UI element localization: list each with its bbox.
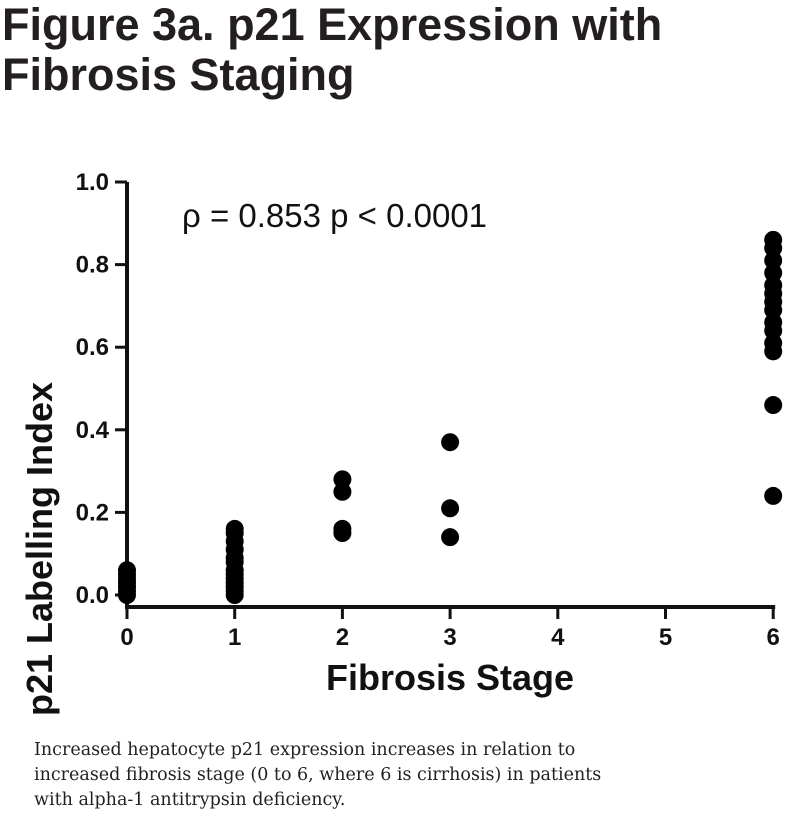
x-tick-label: 0 <box>120 624 133 651</box>
y-tick-label: 0.2 <box>76 499 109 526</box>
data-point <box>333 524 352 543</box>
x-tick-label: 1 <box>228 624 241 651</box>
data-point <box>333 470 352 489</box>
data-point <box>764 396 783 415</box>
data-point <box>764 301 783 320</box>
figure-caption: Increased hepatocyte p21 expression incr… <box>34 738 794 813</box>
figure-title-line1: Figure 3a. p21 Expression with <box>2 0 663 50</box>
data-point <box>225 586 244 604</box>
x-axis-ticks: 0 1 2 3 4 5 6 <box>120 607 780 651</box>
scatter-chart: 0 1 2 3 4 5 6 0.0 0.2 0.4 0.6 0.8 1.0 ρ = 0.853 p <… <box>19 169 783 716</box>
data-point <box>118 586 136 604</box>
figure-title-line2: Fibrosis Staging <box>2 49 355 100</box>
x-tick-label: 3 <box>443 624 456 651</box>
data-point <box>441 528 460 547</box>
caption-line1: Increased hepatocyte p21 expression incr… <box>34 740 576 760</box>
x-tick-label: 6 <box>767 624 780 651</box>
x-axis-label: Fibrosis Stage <box>326 657 574 698</box>
caption-line2: increased fibrosis stage (0 to 6, where … <box>34 765 602 785</box>
y-axis-ticks: 0.0 0.2 0.4 0.6 0.8 1.0 <box>76 169 127 609</box>
y-tick-label: 0.8 <box>76 252 109 279</box>
data-points <box>118 230 783 604</box>
data-point <box>764 239 783 258</box>
y-axis-label: p21 Labelling Index <box>19 382 60 716</box>
data-point <box>764 486 783 505</box>
data-point <box>441 433 460 452</box>
data-point <box>764 321 783 340</box>
caption-line3: with alpha-1 antitrypsin deficiency. <box>34 790 346 810</box>
y-tick-label: 0.6 <box>76 334 109 361</box>
y-tick-label: 0.4 <box>76 417 110 444</box>
x-tick-label: 2 <box>336 624 349 651</box>
y-tick-label: 0.0 <box>76 582 109 609</box>
data-point <box>333 482 352 501</box>
data-point <box>764 263 783 282</box>
data-point <box>764 342 783 361</box>
x-tick-label: 5 <box>659 624 672 651</box>
figure-title: Figure 3a. p21 Expression with Fibrosis … <box>2 0 662 100</box>
x-tick-label: 4 <box>551 624 565 651</box>
y-tick-label: 1.0 <box>76 169 109 196</box>
data-point <box>441 499 460 518</box>
data-point <box>764 251 783 270</box>
correlation-annotation: ρ = 0.853 p < 0.0001 <box>182 197 487 234</box>
